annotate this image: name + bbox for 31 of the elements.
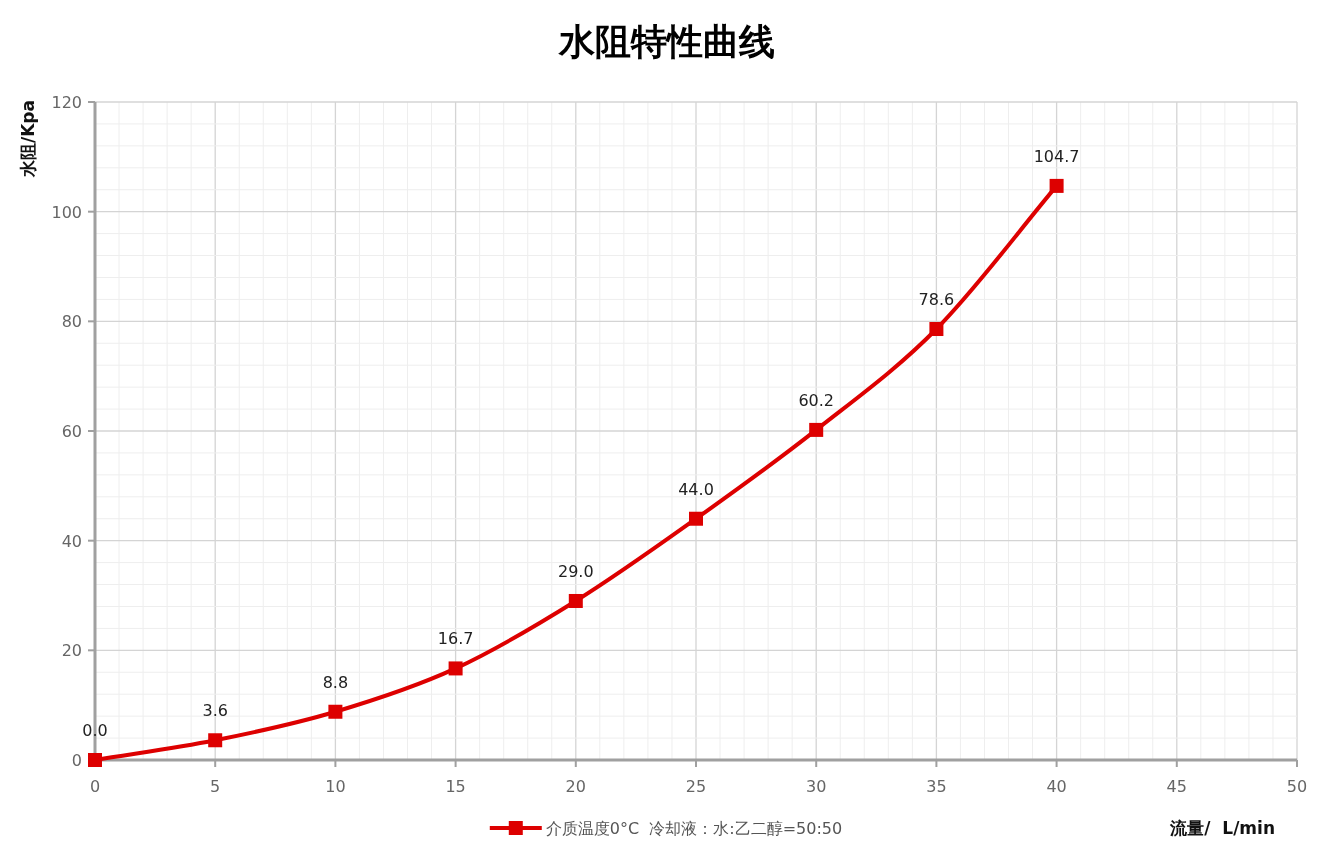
data-label: 29.0 — [558, 562, 594, 581]
data-label: 16.7 — [437, 629, 474, 649]
x-tick-label: 25 — [685, 777, 707, 796]
title: 水阻特性曲线 — [558, 22, 775, 62]
x-tick-label: 5 — [210, 777, 221, 796]
y-tick-label: 60 — [61, 422, 82, 441]
x-tick-label: 0 — [89, 777, 101, 796]
x-tick-label: 35 — [926, 777, 947, 796]
data-label: 60.2 — [798, 390, 834, 410]
x-tick-label: 10 — [325, 777, 346, 796]
x-tick-label: 50 — [1286, 777, 1308, 796]
data-label: 8.8 — [322, 672, 349, 692]
y-tick-label: 40 — [61, 531, 82, 551]
xlabel: 流量/ L/min — [1170, 818, 1275, 838]
ylabel: 水阻/Kpa — [18, 100, 38, 178]
data-label: 78.6 — [918, 290, 955, 309]
x-tick-label: 45 — [1166, 777, 1187, 796]
data-label: 44.0 — [678, 479, 714, 499]
legend-label: 介质温度0°C 冷却液：水:乙二醇=50:50 — [545, 819, 843, 838]
data-label: 3.6 — [202, 701, 228, 721]
y-tick-label: 120 — [51, 93, 82, 112]
x-tick-label: 15 — [445, 777, 466, 796]
x-tick-label: 40 — [1046, 777, 1067, 796]
x-tick-label: 30 — [806, 777, 827, 796]
y-tick-label: 20 — [61, 641, 82, 661]
x-tick-label: 20 — [565, 777, 586, 796]
y-tick-label: 0 — [71, 751, 82, 770]
y-tick-label: 100 — [51, 202, 82, 222]
data-label: 104.7 — [1033, 146, 1080, 166]
y-tick-label: 80 — [61, 312, 82, 332]
data-label: 0.0 — [82, 721, 108, 740]
